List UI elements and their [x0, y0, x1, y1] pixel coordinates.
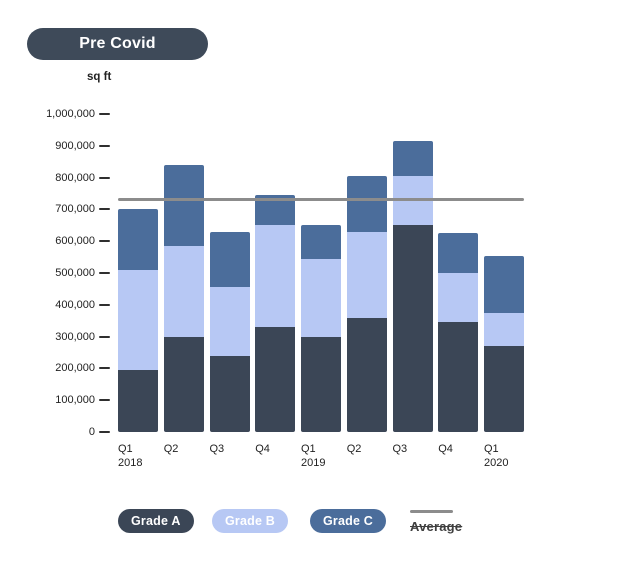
y-axis-tick: [99, 303, 110, 306]
grade-c-segment[interactable]: [346, 176, 387, 232]
bar-q2-2018: [163, 164, 204, 432]
grade-b-segment[interactable]: [255, 225, 296, 328]
x-axis-label-q2-2018: Q2: [163, 443, 179, 455]
grade-a-segment[interactable]: [484, 346, 524, 432]
legend-pill-grade-b[interactable]: Grade B: [212, 509, 289, 533]
y-axis-tick: [99, 144, 110, 147]
grade-a-segment[interactable]: [346, 317, 387, 432]
plot-area: [118, 114, 524, 432]
grade-a-segment[interactable]: [118, 370, 158, 432]
grade-b-segment[interactable]: [346, 231, 387, 318]
y-axis-label: 800,000: [55, 171, 95, 184]
y-axis-tick: [99, 208, 110, 211]
grade-b-segment[interactable]: [118, 269, 158, 370]
grade-c-segment[interactable]: [301, 225, 341, 259]
y-axis-tick: [99, 335, 110, 338]
y-axis-label: 900,000: [55, 139, 95, 152]
bar-q1-2018: [118, 209, 158, 432]
grade-c-segment[interactable]: [392, 141, 433, 177]
grade-a-segment[interactable]: [163, 336, 204, 432]
pre-covid-badge[interactable]: Pre Covid: [27, 28, 208, 60]
x-axis-label-q1-2018: Q1 2018: [118, 443, 143, 469]
y-axis-tick: [99, 399, 110, 402]
grade-b-segment[interactable]: [438, 273, 479, 323]
pre-covid-badge-label: Pre Covid: [79, 35, 156, 52]
x-axis-label-q3-2018: Q3: [209, 443, 225, 455]
grade-c-segment[interactable]: [118, 209, 158, 270]
legend-item-average[interactable]: Average: [410, 510, 463, 534]
grade-c-segment[interactable]: [163, 164, 204, 246]
x-axis-label-q1-2020: Q1 2020: [484, 443, 509, 469]
bar-q1-2020: [484, 255, 524, 432]
bar-q2-2019: [346, 176, 387, 432]
y-axis-tick: [99, 272, 110, 274]
grade-c-segment[interactable]: [438, 233, 479, 274]
y-axis-tick: [99, 367, 110, 370]
bar-q4-2018: [255, 195, 296, 432]
bar-q3-2018: [209, 231, 250, 432]
bar-q4-2019: [438, 233, 479, 432]
average-line-swatch: [410, 510, 453, 513]
legend-pill-grade-c[interactable]: Grade C: [310, 509, 387, 533]
y-axis-tick: [99, 240, 110, 243]
y-axis-label: 400,000: [55, 298, 95, 311]
legend-average-label: Average: [410, 519, 463, 534]
y-axis-unit-label: sq ft: [87, 71, 112, 83]
legend-pill-grade-a[interactable]: Grade A: [118, 509, 194, 533]
y-axis-label: 0: [88, 426, 95, 438]
grade-a-segment[interactable]: [301, 336, 341, 432]
grade-a-segment[interactable]: [255, 327, 296, 432]
y-axis-label: 1,000,000: [46, 108, 95, 120]
y-axis-tick: [99, 431, 110, 433]
grade-b-segment[interactable]: [163, 245, 204, 337]
x-axis-label-q3-2019: Q3: [392, 443, 408, 455]
average-line: [118, 198, 524, 202]
bar-q3-2019: [392, 141, 433, 432]
grade-a-segment[interactable]: [392, 225, 433, 432]
bar-q1-2019: [301, 225, 341, 432]
y-axis-label: 700,000: [55, 203, 95, 216]
grade-a-segment[interactable]: [438, 322, 479, 432]
grade-b-segment[interactable]: [301, 258, 341, 337]
grade-a-segment[interactable]: [209, 355, 250, 432]
grade-c-segment[interactable]: [484, 255, 524, 313]
x-axis-label-q4-2019: Q4: [438, 443, 453, 455]
grade-c-segment[interactable]: [209, 231, 250, 288]
y-axis-label: 600,000: [55, 235, 95, 248]
y-axis-tick: [99, 176, 110, 179]
y-axis-label: 300,000: [55, 330, 95, 343]
x-axis-label-q2-2019: Q2: [346, 443, 362, 455]
y-axis-label: 500,000: [55, 267, 95, 279]
grade-b-segment[interactable]: [209, 287, 250, 356]
x-axis-label-q4-2018: Q4: [255, 443, 270, 455]
y-axis-label: 200,000: [55, 362, 95, 375]
y-axis-tick: [99, 113, 110, 115]
x-axis-label-q1-2019: Q1 2019: [301, 443, 326, 469]
y-axis-label: 100,000: [55, 394, 95, 407]
grade-b-segment[interactable]: [484, 312, 524, 347]
